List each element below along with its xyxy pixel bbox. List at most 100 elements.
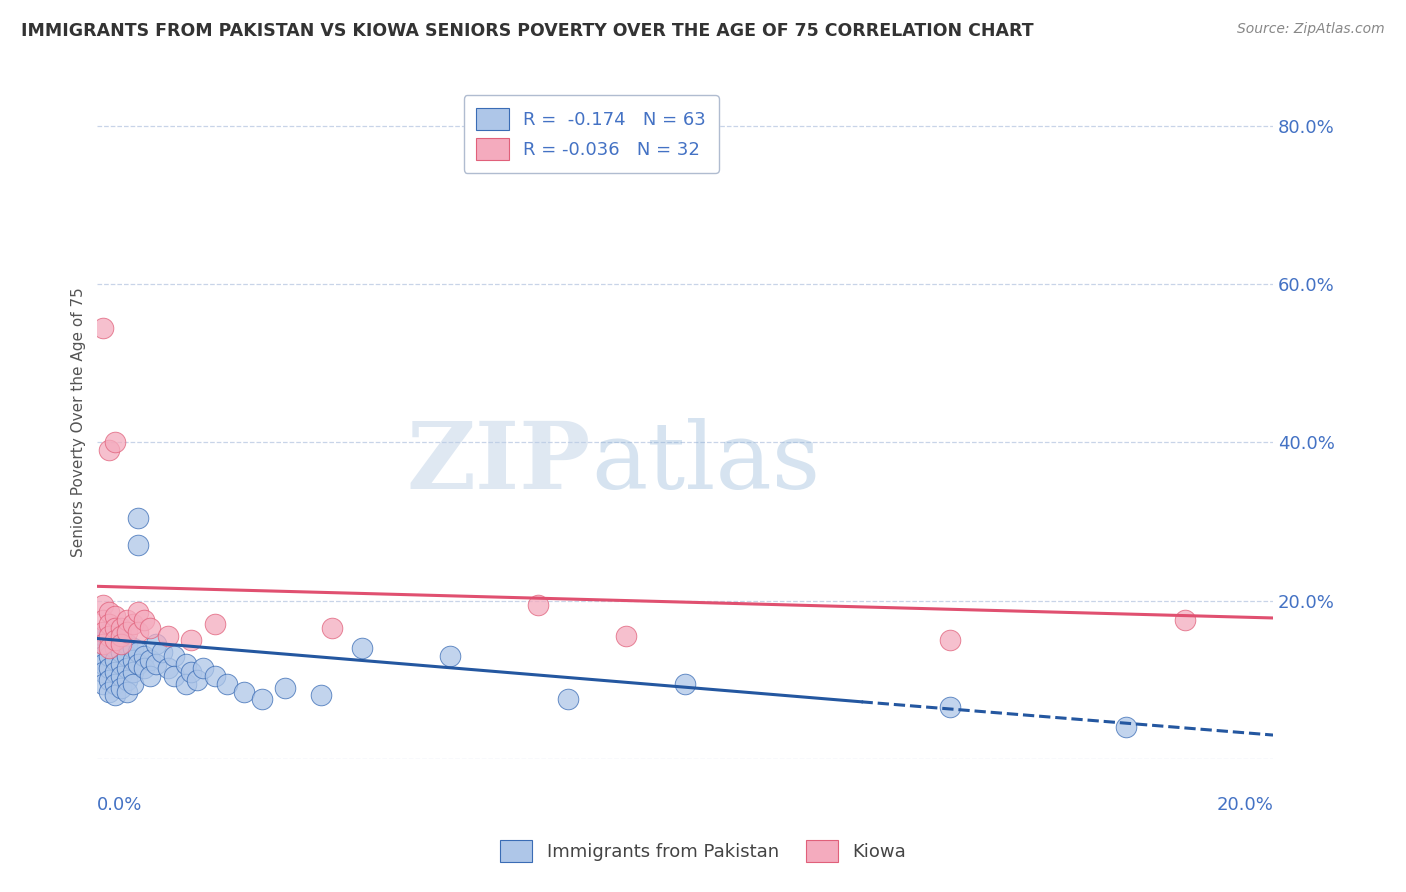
Point	[110, 657, 132, 671]
Point	[180, 633, 202, 648]
Point	[191, 661, 214, 675]
Text: atlas: atlas	[591, 418, 820, 508]
Point	[186, 673, 208, 687]
Point	[110, 637, 132, 651]
Point	[274, 681, 297, 695]
Point	[115, 684, 138, 698]
Point	[91, 648, 114, 663]
Point	[134, 661, 156, 675]
Point	[121, 665, 143, 679]
Point	[527, 598, 550, 612]
Point	[91, 598, 114, 612]
Point	[309, 689, 332, 703]
Point	[98, 617, 121, 632]
Text: ZIP: ZIP	[406, 418, 591, 508]
Point	[121, 676, 143, 690]
Legend: R =  -0.174   N = 63, R = -0.036   N = 32: R = -0.174 N = 63, R = -0.036 N = 32	[464, 95, 718, 173]
Point	[616, 629, 638, 643]
Point	[115, 613, 138, 627]
Point	[250, 692, 273, 706]
Point	[110, 633, 132, 648]
Point	[98, 684, 121, 698]
Point	[174, 657, 197, 671]
Point	[134, 613, 156, 627]
Point	[98, 625, 121, 640]
Point	[104, 665, 127, 679]
Point	[91, 676, 114, 690]
Point	[163, 669, 186, 683]
Point	[145, 657, 167, 671]
Point	[91, 629, 114, 643]
Y-axis label: Seniors Poverty Over the Age of 75: Seniors Poverty Over the Age of 75	[72, 288, 86, 558]
Point	[91, 320, 114, 334]
Point	[121, 617, 143, 632]
Point	[121, 640, 143, 655]
Point	[91, 637, 114, 651]
Point	[104, 653, 127, 667]
Point	[163, 648, 186, 663]
Text: 20.0%: 20.0%	[1216, 796, 1272, 814]
Point	[104, 640, 127, 655]
Point	[139, 669, 162, 683]
Point	[91, 613, 114, 627]
Point	[91, 665, 114, 679]
Point	[98, 637, 121, 651]
Point	[180, 665, 202, 679]
Point	[557, 692, 579, 706]
Point	[115, 673, 138, 687]
Point	[439, 648, 461, 663]
Point	[104, 676, 127, 690]
Text: Source: ZipAtlas.com: Source: ZipAtlas.com	[1237, 22, 1385, 37]
Point	[115, 661, 138, 675]
Point	[156, 661, 179, 675]
Point	[110, 681, 132, 695]
Point	[139, 621, 162, 635]
Point	[115, 637, 138, 651]
Point	[145, 637, 167, 651]
Point	[98, 673, 121, 687]
Point	[139, 653, 162, 667]
Point	[98, 443, 121, 458]
Point	[128, 645, 150, 659]
Point	[110, 669, 132, 683]
Point	[98, 648, 121, 663]
Point	[104, 689, 127, 703]
Point	[110, 629, 132, 643]
Point	[128, 538, 150, 552]
Point	[350, 640, 373, 655]
Text: 0.0%: 0.0%	[97, 796, 143, 814]
Point	[1174, 613, 1197, 627]
Point	[98, 640, 121, 655]
Legend: Immigrants from Pakistan, Kiowa: Immigrants from Pakistan, Kiowa	[492, 833, 914, 870]
Point	[110, 645, 132, 659]
Point	[104, 435, 127, 450]
Point	[104, 629, 127, 643]
Point	[91, 637, 114, 651]
Point	[104, 633, 127, 648]
Point	[204, 617, 226, 632]
Point	[215, 676, 238, 690]
Point	[128, 510, 150, 524]
Point	[91, 657, 114, 671]
Point	[91, 625, 114, 640]
Point	[673, 676, 696, 690]
Point	[98, 606, 121, 620]
Point	[233, 684, 256, 698]
Point	[115, 648, 138, 663]
Text: IMMIGRANTS FROM PAKISTAN VS KIOWA SENIORS POVERTY OVER THE AGE OF 75 CORRELATION: IMMIGRANTS FROM PAKISTAN VS KIOWA SENIOR…	[21, 22, 1033, 40]
Point	[104, 609, 127, 624]
Point	[321, 621, 343, 635]
Point	[98, 661, 121, 675]
Point	[104, 621, 127, 635]
Point	[115, 625, 138, 640]
Point	[150, 645, 173, 659]
Point	[110, 621, 132, 635]
Point	[938, 633, 960, 648]
Point	[128, 606, 150, 620]
Point	[98, 629, 121, 643]
Point	[121, 653, 143, 667]
Point	[174, 676, 197, 690]
Point	[1115, 720, 1137, 734]
Point	[128, 657, 150, 671]
Point	[204, 669, 226, 683]
